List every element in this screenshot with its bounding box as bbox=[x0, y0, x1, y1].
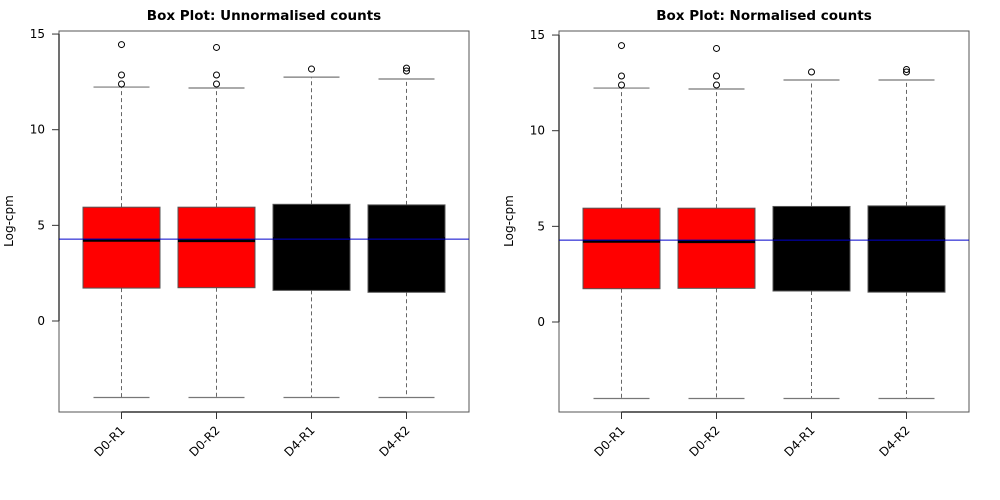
x-tick-label: D4-R2 bbox=[876, 423, 912, 459]
outlier-point bbox=[618, 42, 625, 50]
outlier-point bbox=[903, 65, 910, 73]
box-body bbox=[82, 206, 161, 289]
outlier-point bbox=[713, 44, 720, 52]
outlier-point bbox=[213, 80, 220, 88]
y-axis-label: Log-cpm bbox=[2, 195, 16, 247]
outlier-point bbox=[903, 68, 910, 76]
box-D0-R2 bbox=[677, 44, 756, 400]
box-D0-R2 bbox=[177, 43, 256, 399]
x-tick-label: D4-R1 bbox=[781, 423, 817, 459]
box-body bbox=[867, 205, 946, 293]
chart-title: Box Plot: Normalised counts bbox=[656, 8, 872, 24]
outlier-point bbox=[118, 80, 125, 88]
panel-normalised: Box Plot: Normalised counts Log-cpm 0 5 10… bbox=[502, 8, 970, 459]
x-tick-label: D0-R2 bbox=[686, 423, 722, 459]
x-tick-label: D4-R2 bbox=[376, 423, 412, 459]
box-body bbox=[677, 207, 756, 289]
box-D4-R1 bbox=[272, 65, 351, 399]
box-D4-R1 bbox=[772, 68, 851, 400]
box-body bbox=[772, 205, 851, 292]
box-body bbox=[177, 206, 256, 289]
box-body bbox=[582, 207, 661, 290]
outlier-point bbox=[308, 65, 315, 73]
box-D0-R1 bbox=[582, 42, 661, 400]
outlier-point bbox=[618, 72, 625, 80]
outlier-point bbox=[618, 81, 625, 89]
box-D4-R2 bbox=[867, 65, 946, 400]
chart-title: Box Plot: Unnormalised counts bbox=[147, 8, 381, 24]
y-tick-label: 10 bbox=[530, 124, 545, 138]
box-body bbox=[272, 203, 351, 291]
panel-unnormalised: Box Plot: Unnormalised counts Log-cpm 0 5… bbox=[2, 8, 470, 459]
y-tick-label: 15 bbox=[530, 28, 545, 42]
x-tick-label: D0-R1 bbox=[591, 423, 627, 459]
y-tick-label: 0 bbox=[537, 315, 545, 329]
y-tick-label: 5 bbox=[37, 218, 45, 232]
outlier-point bbox=[713, 81, 720, 89]
box-D4-R2 bbox=[367, 64, 446, 399]
outlier-point bbox=[118, 71, 125, 79]
y-tick-label: 0 bbox=[37, 314, 45, 328]
x-tick-label: D0-R1 bbox=[91, 423, 127, 459]
y-tick-label: 10 bbox=[30, 123, 45, 137]
box-body bbox=[367, 204, 446, 293]
outlier-point bbox=[403, 64, 410, 72]
outlier-point bbox=[713, 72, 720, 80]
outlier-point bbox=[118, 41, 125, 49]
y-axis-label: Log-cpm bbox=[502, 195, 516, 247]
box-D0-R1 bbox=[82, 41, 161, 399]
x-tick-label: D4-R1 bbox=[281, 423, 317, 459]
outlier-point bbox=[403, 67, 410, 75]
outlier-point bbox=[808, 68, 815, 76]
y-tick-label: 15 bbox=[30, 27, 45, 41]
x-tick-label: D0-R2 bbox=[186, 423, 222, 459]
y-tick-label: 5 bbox=[537, 219, 545, 233]
outlier-point bbox=[213, 43, 220, 51]
outlier-point bbox=[213, 71, 220, 79]
